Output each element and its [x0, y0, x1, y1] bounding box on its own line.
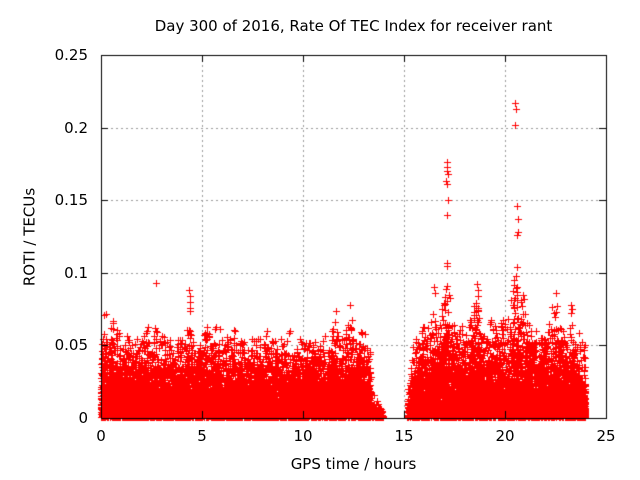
y-tick-label-025: 0.25 — [54, 46, 88, 64]
x-tick-label-0: 0 — [96, 427, 106, 445]
x-tick-label-15: 15 — [394, 427, 414, 445]
y-tick-label-0: 0 — [78, 409, 88, 427]
x-tick-label-25: 25 — [596, 427, 616, 445]
chart-title: Day 300 of 2016, Rate Of TEC Index for r… — [154, 17, 553, 35]
y-tick-label-005: 0.05 — [54, 336, 88, 354]
x-tick-label-20: 20 — [495, 427, 515, 445]
x-tick-label-5: 5 — [197, 427, 207, 445]
y-tick-label-015: 0.15 — [54, 191, 88, 209]
x-tick-label-10: 10 — [293, 427, 313, 445]
y-tick-label-01: 0.1 — [64, 264, 88, 282]
x-axis-label: GPS time / hours — [290, 455, 417, 473]
y-axis-label: ROTI / TECUs — [20, 187, 39, 287]
y-tick-label-02: 0.2 — [64, 119, 88, 137]
